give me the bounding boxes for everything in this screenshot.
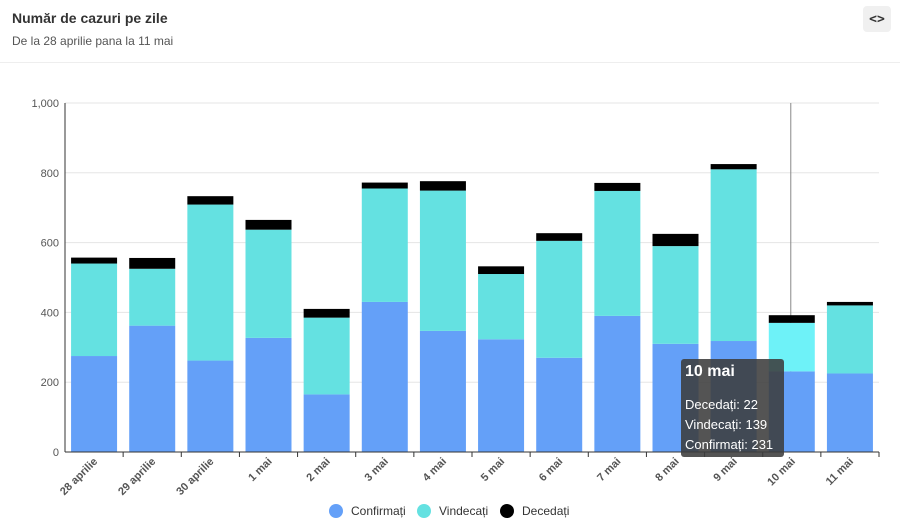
bar-vindecati-11 bbox=[652, 246, 699, 344]
bar-decedati-5 bbox=[303, 308, 350, 318]
x-tick-label-3: 30 aprilie bbox=[174, 456, 216, 498]
bar-decedati-8 bbox=[478, 266, 525, 275]
code-icon: <> bbox=[869, 11, 885, 27]
chart-header: Număr de cazuri pe zile De la 28 aprilie… bbox=[0, 0, 900, 63]
legend: Confirmați Vindecați Decedați bbox=[329, 504, 569, 518]
x-tick-label-11: 8 mai bbox=[653, 456, 681, 484]
bar-vindecati-9 bbox=[536, 240, 583, 358]
bar-vindecati-1 bbox=[71, 263, 118, 357]
x-tick-label-13: 10 mai bbox=[765, 456, 798, 489]
bar-decedati-14 bbox=[826, 301, 873, 306]
bar-vindecati-7 bbox=[419, 190, 466, 331]
embed-code-button[interactable]: <> bbox=[863, 6, 891, 32]
bar-confirmati-6 bbox=[361, 301, 408, 452]
tooltip-line-confirmati: Confirmați: 231 bbox=[685, 437, 774, 452]
legend-label-decedati: Decedați bbox=[522, 504, 569, 518]
tooltip: 10 mai Decedați: 22 Vindecați: 139 Confi… bbox=[681, 359, 784, 457]
tooltip-line-vindecati: Vindecați: 139 bbox=[685, 417, 768, 432]
bar-confirmati-5 bbox=[303, 394, 350, 452]
x-tick-label-6: 3 mai bbox=[363, 456, 391, 484]
x-tick-label-8: 5 mai bbox=[479, 456, 507, 484]
y-tick-label-0: 0 bbox=[53, 447, 59, 459]
legend-marker-vindecati bbox=[417, 504, 431, 518]
bar-confirmati-10 bbox=[594, 315, 641, 452]
tooltip-title: 10 mai bbox=[685, 363, 735, 380]
bar-confirmati-7 bbox=[419, 330, 466, 452]
bar-vindecati-2 bbox=[129, 268, 176, 326]
x-tick-label-7: 4 mai bbox=[421, 456, 449, 484]
bar-decedati-6 bbox=[361, 182, 408, 189]
bar-vindecati-6 bbox=[361, 188, 408, 302]
x-tick-label-10: 7 mai bbox=[595, 456, 623, 484]
bar-decedati-4 bbox=[245, 219, 292, 230]
bar-vindecati-12 bbox=[710, 169, 757, 342]
bar-vindecati-4 bbox=[245, 229, 292, 338]
bar-vindecati-10 bbox=[594, 190, 641, 316]
bar-vindecati-14 bbox=[826, 305, 873, 374]
bars bbox=[71, 164, 873, 452]
bar-decedati-9 bbox=[536, 233, 583, 241]
bar-decedati-12 bbox=[710, 164, 757, 170]
bar-confirmati-14 bbox=[826, 373, 873, 452]
x-tick-label-1: 28 aprilie bbox=[58, 456, 100, 498]
bar-decedati-2 bbox=[129, 257, 176, 269]
x-tick-label-9: 6 mai bbox=[537, 456, 565, 484]
x-tick-label-2: 29 aprilie bbox=[116, 456, 158, 498]
x-tick-label-4: 1 mai bbox=[246, 456, 274, 484]
bar-decedati-3 bbox=[187, 196, 234, 205]
x-tick-label-12: 9 mai bbox=[711, 456, 739, 484]
bar-confirmati-4 bbox=[245, 337, 292, 452]
chart-subtitle: De la 28 aprilie pana la 11 mai bbox=[12, 34, 174, 48]
y-tick-label-1000: 1,000 bbox=[31, 98, 59, 110]
y-tick-label-600: 600 bbox=[41, 238, 59, 250]
bar-decedati-7 bbox=[419, 181, 466, 191]
bar-confirmati-1 bbox=[71, 356, 118, 452]
bar-vindecati-5 bbox=[303, 317, 350, 395]
bar-decedati-10 bbox=[594, 182, 641, 191]
legend-label-vindecati: Vindecați bbox=[439, 504, 488, 518]
legend-marker-decedati bbox=[500, 504, 514, 518]
bar-decedati-13 bbox=[768, 315, 815, 323]
bar-confirmati-8 bbox=[478, 339, 525, 452]
x-tick-label-5: 2 mai bbox=[304, 456, 332, 484]
legend-label-confirmati: Confirmați bbox=[351, 504, 406, 518]
y-tick-label-800: 800 bbox=[41, 168, 59, 180]
bar-vindecati-3 bbox=[187, 204, 234, 361]
legend-marker-confirmati bbox=[329, 504, 343, 518]
bar-decedati-11 bbox=[652, 233, 699, 247]
bar-decedati-1 bbox=[71, 257, 118, 264]
x-tick-label-14: 11 mai bbox=[824, 456, 856, 488]
bar-confirmati-3 bbox=[187, 360, 234, 452]
bar-confirmati-9 bbox=[536, 357, 583, 452]
bar-vindecati-8 bbox=[478, 274, 525, 340]
bar-confirmati-2 bbox=[129, 325, 176, 452]
chart-title: Număr de cazuri pe zile bbox=[12, 10, 168, 26]
y-tick-label-200: 200 bbox=[41, 377, 59, 389]
tooltip-line-decedati: Decedați: 22 bbox=[685, 397, 758, 412]
y-tick-label-400: 400 bbox=[41, 307, 59, 319]
